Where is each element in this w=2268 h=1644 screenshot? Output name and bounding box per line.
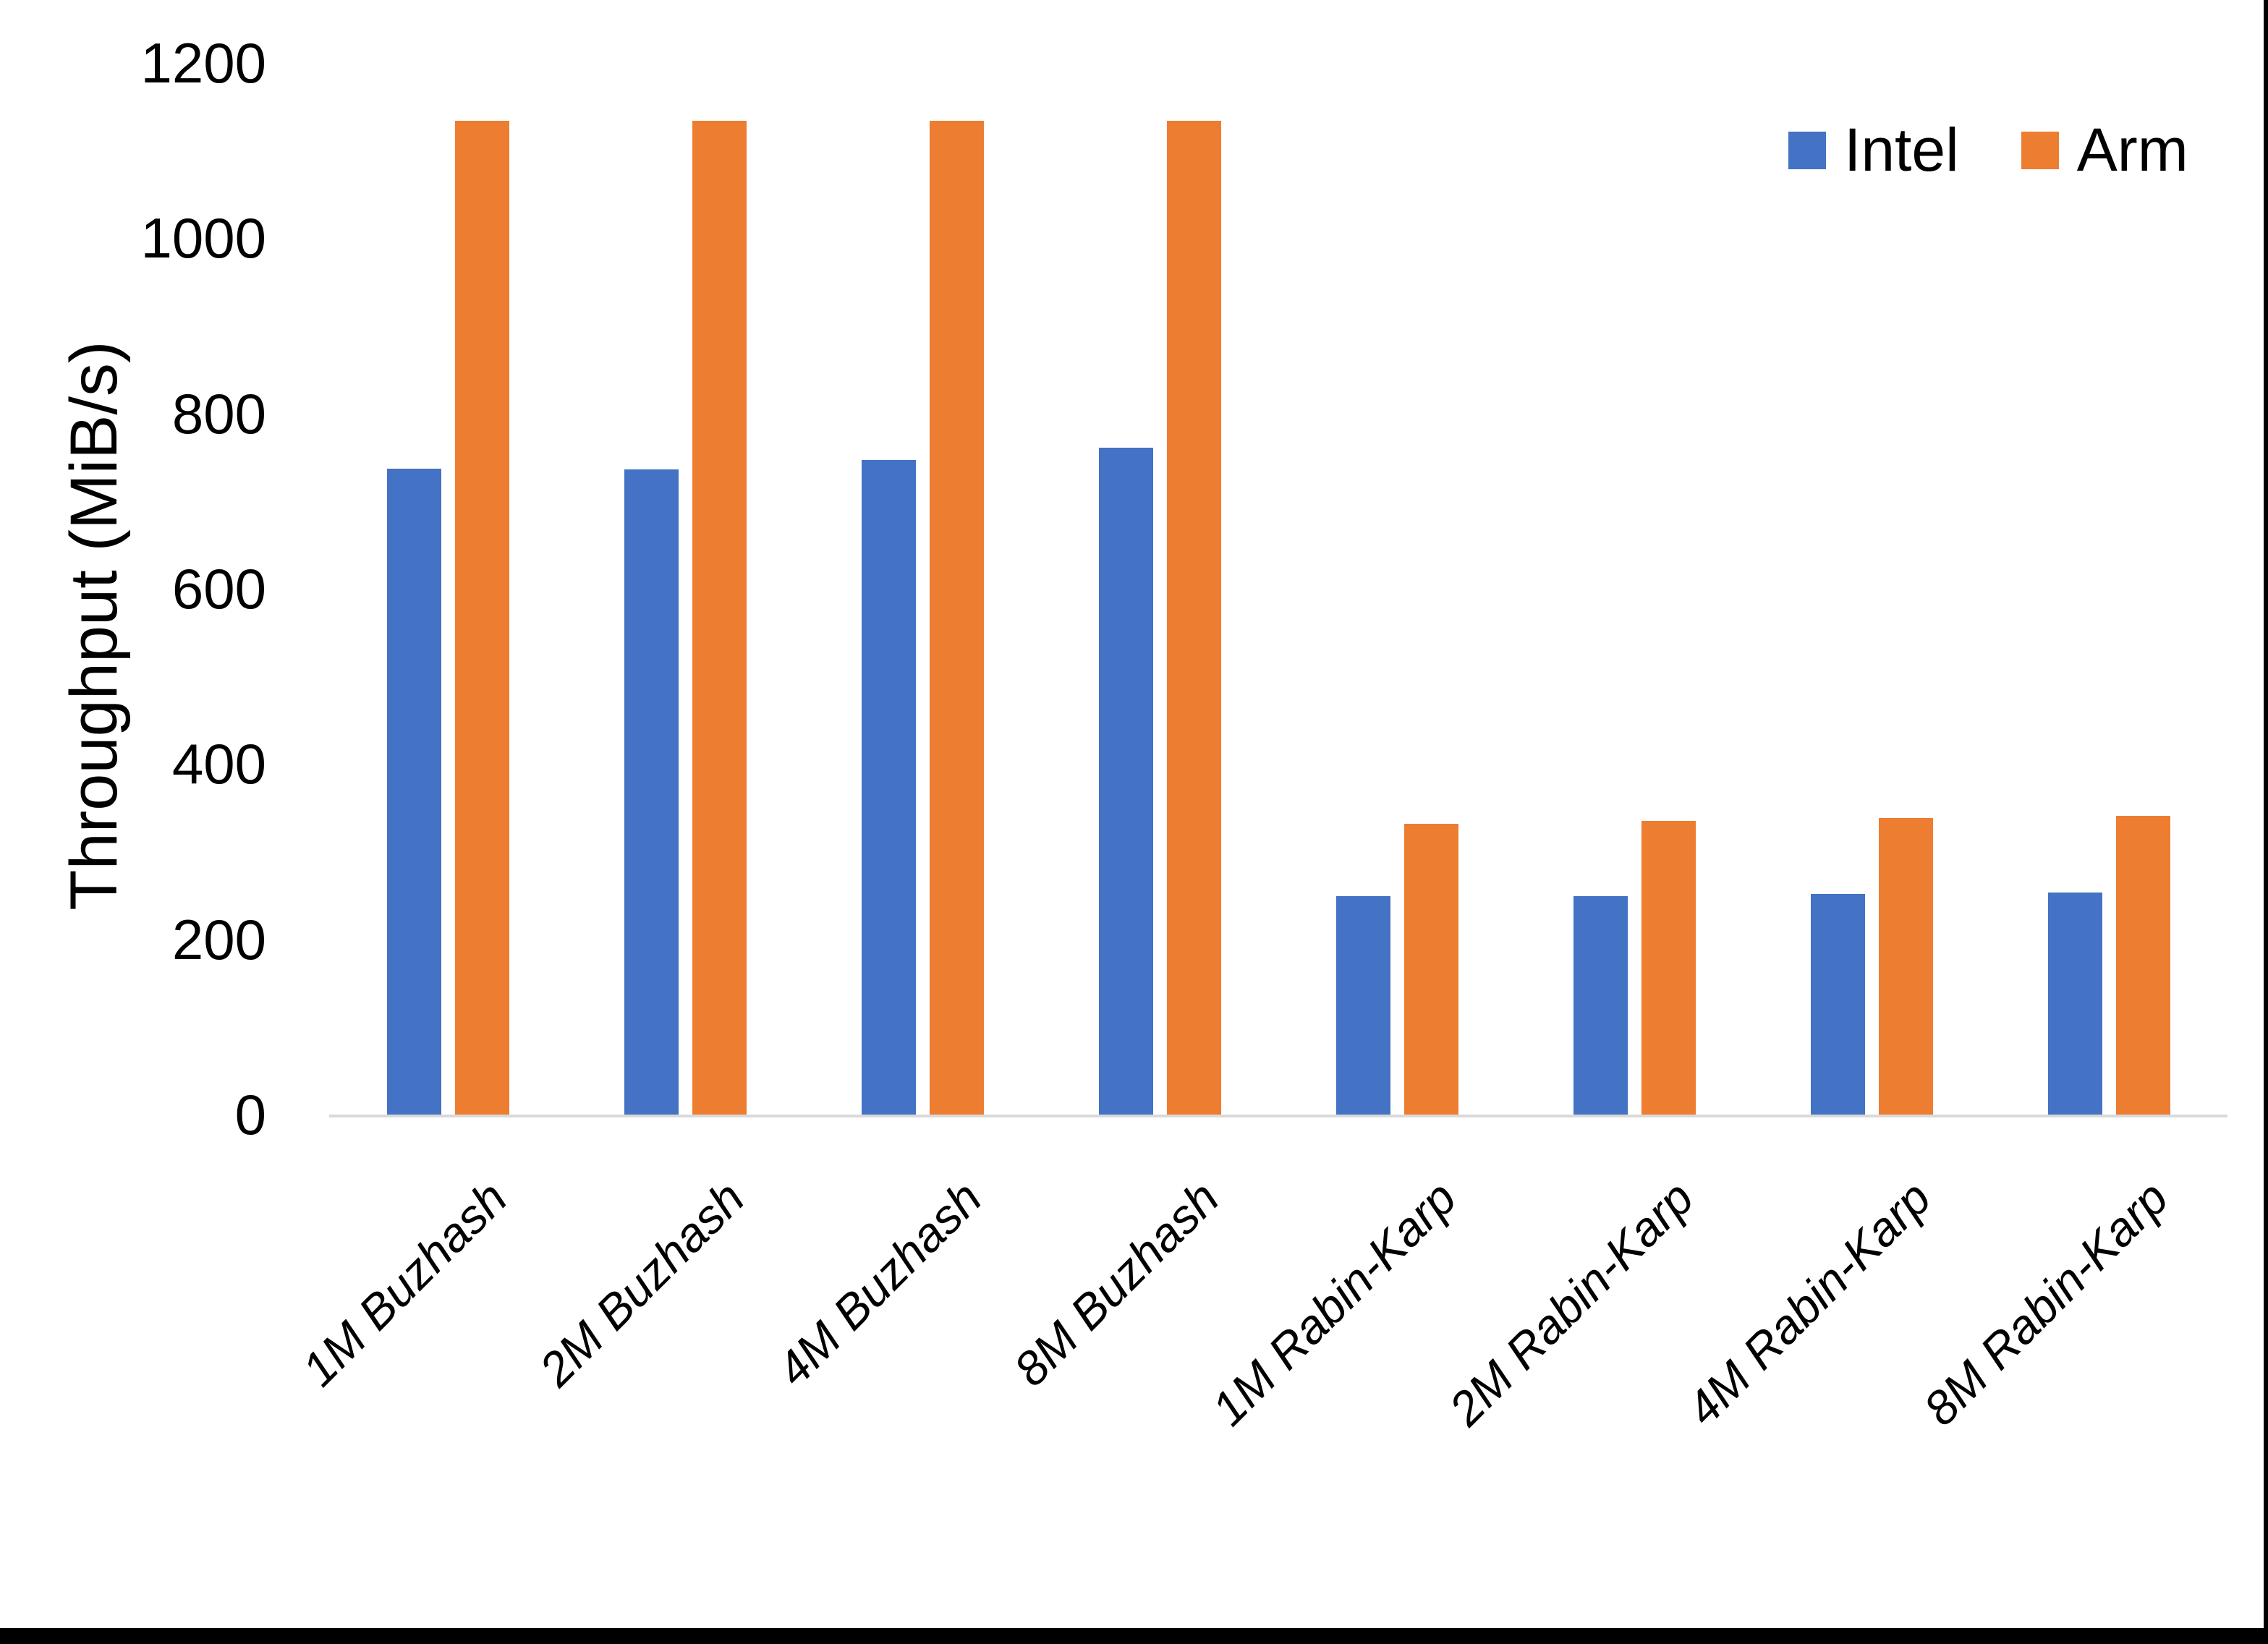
bar-arm-2m-buzhash bbox=[692, 120, 747, 1115]
y-tick-1200: 1200 bbox=[140, 31, 266, 95]
bar-arm-1m-buzhash bbox=[454, 120, 509, 1115]
x-label-4m-rabin-karp: 4M Rabin-Karp bbox=[1675, 1170, 1941, 1436]
bar-arm-1m-rabin-karp bbox=[1403, 823, 1458, 1115]
x-label-1m-rabin-karp: 1M Rabin-Karp bbox=[1201, 1170, 1466, 1436]
bar-intel-2m-buzhash bbox=[624, 469, 679, 1115]
bar-intel-1m-rabin-karp bbox=[1335, 896, 1390, 1115]
bar-arm-4m-buzhash bbox=[929, 120, 984, 1115]
legend-label-intel: Intel bbox=[1844, 116, 1959, 184]
y-tick-400: 400 bbox=[171, 732, 266, 796]
plot-area bbox=[329, 63, 2227, 1117]
x-label-8m-rabin-karp: 8M Rabin-Karp bbox=[1913, 1170, 2178, 1436]
bar-group-4m-buzhash bbox=[804, 63, 1041, 1115]
x-label-1m-buzhash: 1M Buzhash bbox=[292, 1170, 517, 1397]
bar-intel-4m-rabin-karp bbox=[1810, 893, 1865, 1115]
bar-intel-4m-buzhash bbox=[861, 459, 916, 1115]
legend-swatch-arm bbox=[2021, 131, 2059, 169]
bar-group-8m-buzhash bbox=[1041, 63, 1278, 1115]
y-tick-200: 200 bbox=[171, 907, 266, 971]
x-label-2m-rabin-karp: 2M Rabin-Karp bbox=[1438, 1170, 1704, 1436]
x-label-2m-buzhash: 2M Buzhash bbox=[529, 1170, 755, 1397]
bar-intel-8m-buzhash bbox=[1098, 447, 1153, 1115]
bar-arm-2m-rabin-karp bbox=[1641, 821, 1696, 1115]
legend-swatch-intel bbox=[1788, 131, 1826, 169]
bar-arm-4m-rabin-karp bbox=[1878, 818, 1933, 1115]
y-tick-600: 600 bbox=[171, 557, 266, 621]
bar-intel-2m-rabin-karp bbox=[1573, 896, 1628, 1115]
legend: Intel Arm bbox=[1788, 116, 2188, 184]
y-tick-800: 800 bbox=[171, 381, 266, 446]
bar-group-4m-rabin-karp bbox=[1753, 63, 1990, 1115]
bar-group-1m-rabin-karp bbox=[1278, 63, 1516, 1115]
bar-arm-8m-rabin-karp bbox=[2115, 815, 2170, 1115]
page-edge-bottom bbox=[0, 1628, 2268, 1644]
legend-label-arm: Arm bbox=[2076, 116, 2188, 184]
bar-group-8m-rabin-karp bbox=[1990, 63, 2227, 1115]
x-label-8m-buzhash: 8M Buzhash bbox=[1003, 1170, 1229, 1397]
bar-groups bbox=[329, 63, 2227, 1115]
bar-intel-1m-buzhash bbox=[386, 469, 441, 1115]
bar-arm-8m-buzhash bbox=[1166, 120, 1221, 1115]
bar-group-2m-rabin-karp bbox=[1516, 63, 1753, 1115]
bar-intel-8m-rabin-karp bbox=[2047, 893, 2102, 1115]
y-tick-0: 0 bbox=[234, 1083, 266, 1146]
x-label-4m-buzhash: 4M Buzhash bbox=[766, 1170, 992, 1397]
y-tick-1000: 1000 bbox=[140, 206, 266, 271]
page-edge-right bbox=[2264, 0, 2268, 1644]
bar-group-2m-buzhash bbox=[566, 63, 804, 1115]
bar-group-1m-buzhash bbox=[329, 63, 566, 1115]
